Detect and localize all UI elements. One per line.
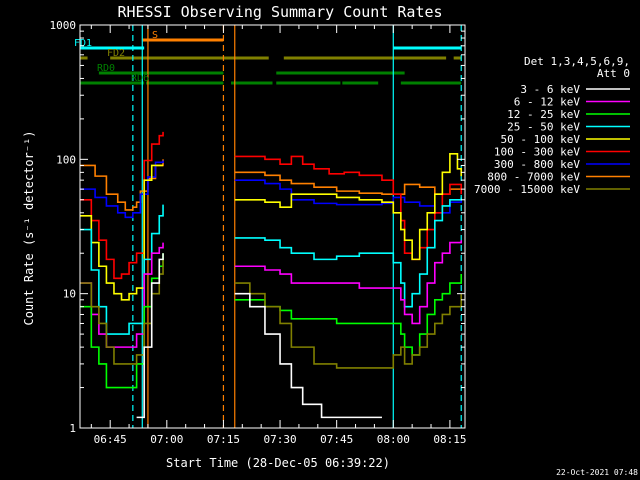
legend-label-5: 100 - 300 keV xyxy=(494,146,580,159)
flag-label-rd0: RD0 xyxy=(97,63,115,74)
x-tick-label-1: 07:00 xyxy=(150,433,183,446)
plot-area xyxy=(80,25,463,428)
series-line-0-1 xyxy=(234,171,463,196)
legend-label-7: 800 - 7000 keV xyxy=(487,171,580,184)
flag-label-rd6: RD6 xyxy=(131,73,149,84)
x-tick-label-6: 08:15 xyxy=(433,433,466,446)
x-tick-label-2: 07:15 xyxy=(207,433,240,446)
series-line-3-1 xyxy=(234,152,463,261)
y-tick-label-2: 100 xyxy=(56,153,76,166)
legend-header-detectors: Det 1,3,4,5,6,9, xyxy=(524,55,630,68)
x-tick-label-5: 08:00 xyxy=(377,433,410,446)
x-tick-label-0: 06:45 xyxy=(94,433,127,446)
y-axis-label: Count Rate (s⁻¹ detector⁻¹) xyxy=(22,130,36,325)
series-line-0-0 xyxy=(80,159,164,211)
x-axis-label: Start Time (28-Dec-05 06:39:22) xyxy=(166,456,390,470)
legend-label-2: 12 - 25 keV xyxy=(507,108,580,121)
footer-timestamp: 22-Oct-2021 07:48 xyxy=(556,468,638,477)
series-line-5-1 xyxy=(234,240,463,325)
legend-label-4: 50 - 100 keV xyxy=(501,133,581,146)
series-line-7-1 xyxy=(234,282,463,369)
plot-frame xyxy=(79,24,466,429)
y-tick-label-3: 1000 xyxy=(50,19,77,32)
y-tick-label-0: 1 xyxy=(69,422,76,435)
legend-label-0: 3 - 6 keV xyxy=(520,83,580,96)
series-line-8-1 xyxy=(234,292,382,419)
flag-label-s: S xyxy=(152,30,158,41)
x-tick-label-3: 07:30 xyxy=(263,433,296,446)
series-line-2-0 xyxy=(80,131,164,280)
legend-label-8: 7000 - 15000 keV xyxy=(474,183,580,196)
y-tick-label-1: 10 xyxy=(63,288,76,301)
flag-label-fd2: FD2 xyxy=(107,48,125,59)
flag-label-fd1: FD1 xyxy=(74,38,92,49)
series-line-3-0 xyxy=(80,164,164,301)
legend-label-3: 25 - 50 keV xyxy=(507,121,580,134)
series-line-8-0 xyxy=(136,253,164,419)
legend-label-1: 6 - 12 keV xyxy=(514,96,581,109)
series-line-7-0 xyxy=(80,259,164,365)
chart-title: RHESSI Observing Summary Count Rates xyxy=(117,3,442,21)
x-tick-label-4: 07:45 xyxy=(320,433,353,446)
legend-header-attenuator: Att 0 xyxy=(597,67,630,80)
series-line-1-0 xyxy=(80,160,164,219)
series-line-4-1 xyxy=(234,197,463,308)
series-line-4-0 xyxy=(80,204,164,335)
series-line-6-1 xyxy=(234,274,463,356)
series-line-6-0 xyxy=(80,253,164,389)
legend-label-6: 300 - 800 keV xyxy=(494,158,580,171)
